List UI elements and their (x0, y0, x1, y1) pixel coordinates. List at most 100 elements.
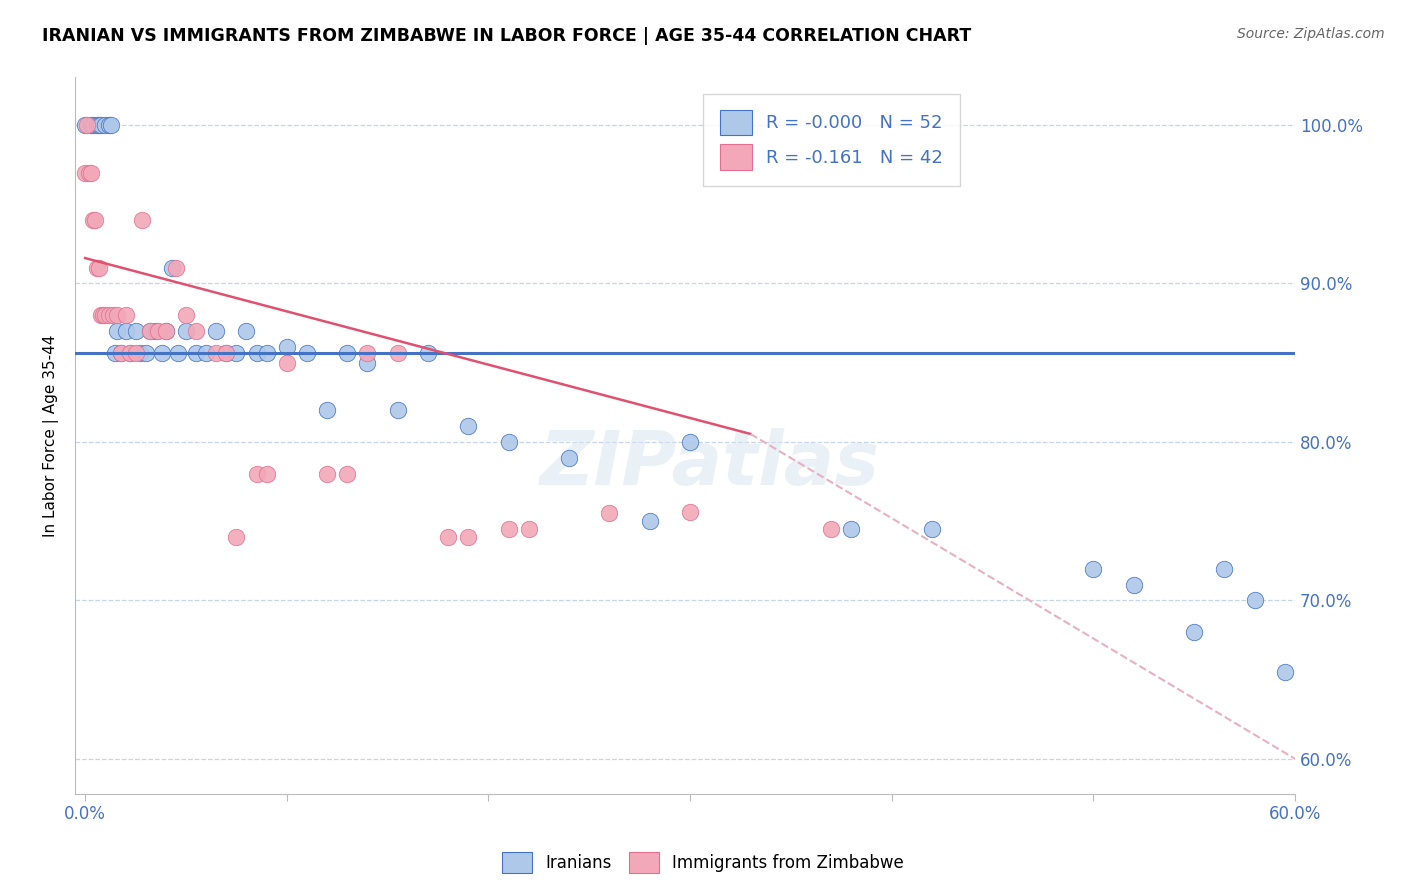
Point (145, 324, 167, 338)
Point (98, 118, 121, 132)
Point (138, 324, 160, 338)
Point (457, 530, 479, 544)
Point (114, 308, 136, 322)
Point (82, 118, 104, 132)
Point (225, 530, 247, 544)
Point (841, 522, 863, 536)
Point (89, 260, 111, 275)
Point (76, 118, 98, 132)
Point (135, 346, 157, 360)
Y-axis label: In Labor Force | Age 35-44: In Labor Force | Age 35-44 (44, 334, 59, 537)
Point (124, 346, 146, 360)
Point (184, 346, 207, 360)
Point (75, 118, 97, 132)
Point (1083, 562, 1105, 576)
Point (235, 324, 257, 338)
Point (91, 308, 114, 322)
Point (387, 403, 409, 417)
Point (558, 450, 581, 465)
Point (89, 118, 111, 132)
Point (195, 346, 218, 360)
Legend: R = -0.000   N = 52, R = -0.161   N = 42: R = -0.000 N = 52, R = -0.161 N = 42 (703, 94, 960, 186)
Point (86, 118, 108, 132)
Point (110, 346, 132, 360)
Point (679, 434, 702, 449)
Point (638, 514, 661, 528)
Point (498, 434, 520, 449)
Point (276, 340, 298, 354)
Text: IRANIAN VS IMMIGRANTS FROM ZIMBABWE IN LABOR FORCE | AGE 35-44 CORRELATION CHART: IRANIAN VS IMMIGRANTS FROM ZIMBABWE IN L… (42, 27, 972, 45)
Point (295, 346, 318, 360)
Point (160, 260, 183, 275)
Point (205, 324, 228, 338)
Point (921, 522, 943, 536)
Point (114, 324, 136, 338)
Point (245, 467, 267, 481)
Point (174, 308, 197, 322)
Point (316, 403, 339, 417)
Point (256, 346, 278, 360)
Point (90, 118, 112, 132)
Point (1213, 562, 1236, 576)
Point (356, 356, 378, 370)
Legend: Iranians, Immigrants from Zimbabwe: Iranians, Immigrants from Zimbabwe (495, 846, 911, 880)
Point (75, 165, 97, 179)
Point (150, 346, 173, 360)
Point (128, 346, 150, 360)
Point (517, 522, 540, 536)
Point (245, 346, 267, 360)
Point (94, 308, 117, 322)
Point (316, 467, 339, 481)
Point (124, 324, 146, 338)
Point (205, 346, 228, 360)
Point (165, 260, 187, 275)
Point (256, 467, 278, 481)
Point (80, 118, 103, 132)
Point (1274, 665, 1296, 679)
Point (82, 213, 104, 227)
Point (98, 308, 121, 322)
Point (167, 346, 190, 360)
Point (498, 522, 520, 536)
Point (820, 522, 842, 536)
Point (155, 324, 177, 338)
Point (276, 356, 298, 370)
Point (336, 346, 359, 360)
Point (387, 346, 409, 360)
Point (184, 324, 207, 338)
Point (90, 308, 112, 322)
Point (356, 346, 378, 360)
Point (336, 467, 359, 481)
Point (416, 346, 439, 360)
Point (598, 506, 620, 520)
Point (94, 118, 117, 132)
Point (84, 213, 107, 227)
Point (215, 346, 238, 360)
Text: Source: ZipAtlas.com: Source: ZipAtlas.com (1237, 27, 1385, 41)
Point (174, 324, 197, 338)
Point (457, 419, 479, 434)
Point (107, 324, 129, 338)
Point (77, 165, 100, 179)
Point (131, 213, 153, 227)
Point (104, 346, 127, 360)
Point (1182, 625, 1205, 640)
Point (118, 346, 141, 360)
Point (138, 324, 160, 338)
Text: ZIPatlas: ZIPatlas (540, 427, 880, 500)
Point (118, 346, 141, 360)
Point (679, 505, 702, 519)
Point (1122, 577, 1144, 591)
Point (100, 118, 122, 132)
Point (215, 346, 238, 360)
Point (110, 346, 132, 360)
Point (1243, 593, 1265, 607)
Point (437, 530, 460, 544)
Point (107, 308, 129, 322)
Point (155, 324, 177, 338)
Point (103, 308, 125, 322)
Point (146, 324, 169, 338)
Point (86, 260, 108, 275)
Point (225, 346, 247, 360)
Point (80, 165, 103, 179)
